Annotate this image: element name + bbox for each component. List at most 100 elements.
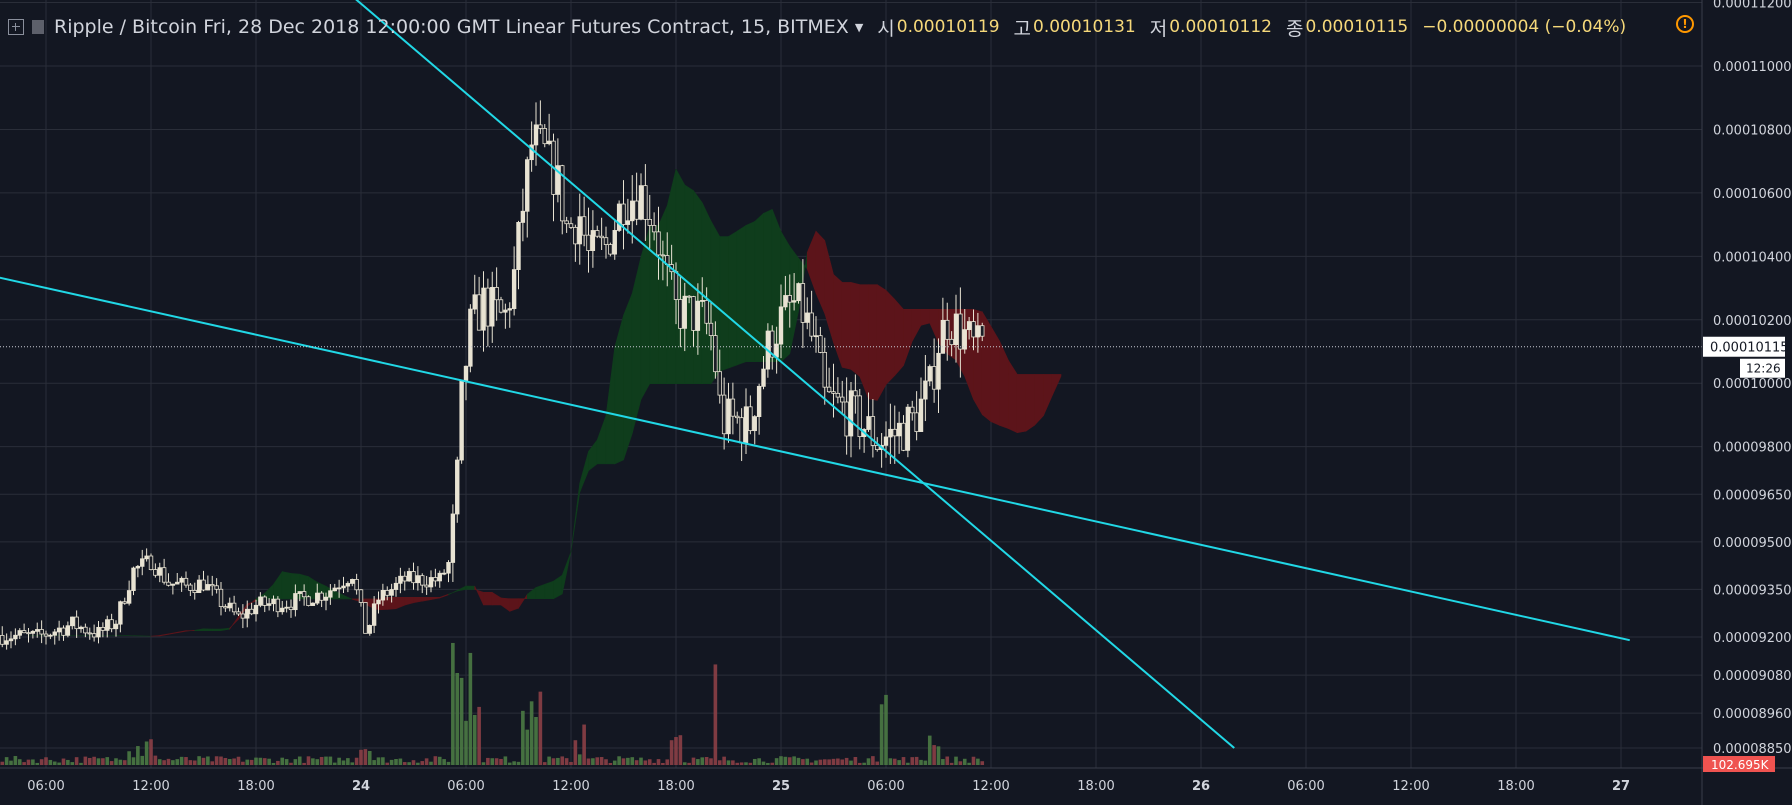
- volume-bar: [748, 762, 753, 765]
- volume-bar: [529, 701, 534, 765]
- y-tick-label: 0.00009350: [1713, 583, 1792, 598]
- volume-bar: [359, 749, 363, 765]
- volume-bar: [608, 762, 613, 765]
- chevron-down-icon[interactable]: ▼: [854, 20, 864, 34]
- cloud-segment-bullish: [736, 224, 747, 366]
- volume-bar: [923, 760, 928, 765]
- volume-bar: [516, 761, 521, 765]
- volume-bar: [262, 758, 267, 765]
- volume-bar: [927, 735, 932, 765]
- candle-body: [463, 365, 469, 381]
- candle-body: [415, 575, 421, 584]
- candle-body: [730, 398, 736, 417]
- compare-icon[interactable]: [32, 20, 44, 34]
- x-tick-label: 18:00: [1077, 779, 1114, 794]
- contract-info[interactable]: Linear Futures Contract, 15, BITMEX: [505, 16, 849, 38]
- volume-bar: [249, 759, 254, 765]
- candle-body: [940, 319, 946, 354]
- candle-body: [783, 295, 788, 308]
- volume-bar: [79, 762, 83, 765]
- candle-body: [704, 300, 709, 324]
- volume-bar: [661, 762, 665, 765]
- volume-bar: [48, 759, 53, 765]
- volume-bar: [717, 760, 722, 765]
- volume-bar: [945, 756, 950, 765]
- symbol-title[interactable]: Ripple / Bitcoin: [54, 16, 198, 38]
- candle-body: [472, 294, 477, 310]
- candle-body: [529, 144, 534, 161]
- candle-body: [945, 319, 950, 340]
- volume-bar: [385, 762, 390, 765]
- y-tick-label: 0.00009200: [1713, 631, 1792, 646]
- candle-body: [118, 601, 123, 625]
- volume-bar: [591, 758, 595, 765]
- candle-body: [713, 335, 718, 373]
- close-value: 0.00010115: [1305, 17, 1409, 37]
- volume-bar: [455, 673, 460, 765]
- volume-bar: [451, 642, 455, 765]
- candle-body: [113, 623, 119, 630]
- candle-body: [708, 322, 714, 337]
- candle-body: [953, 313, 959, 346]
- candle-body: [450, 513, 456, 563]
- volume-bar: [735, 762, 740, 765]
- candle-body: [253, 604, 259, 615]
- warning-icon[interactable]: !: [1676, 15, 1694, 33]
- volume-bar: [433, 756, 438, 765]
- close-label: 종: [1285, 17, 1304, 40]
- candle-body: [800, 283, 806, 323]
- volume-bar: [381, 757, 385, 765]
- x-tick-label: 18:00: [657, 779, 694, 794]
- y-tick-label: 0.00011000: [1713, 60, 1792, 75]
- candle-body: [875, 445, 880, 450]
- y-tick-label: 0.00009080: [1713, 669, 1792, 684]
- volume-badge-label: 102.695K: [1711, 758, 1770, 772]
- x-tick-label: 12:00: [972, 779, 1009, 794]
- volume-bar: [801, 759, 805, 765]
- candle-body: [673, 271, 679, 300]
- expand-icon[interactable]: [8, 19, 24, 35]
- candle-body: [805, 312, 810, 323]
- candle-body: [949, 338, 954, 346]
- cloud-segment-bullish: [623, 293, 633, 461]
- candle-body: [109, 619, 114, 630]
- volume-bar: [39, 759, 44, 765]
- candle-body: [835, 392, 841, 398]
- volume-bar: [271, 762, 276, 765]
- trendline-1[interactable]: [0, 263, 1630, 642]
- volume-bar: [306, 756, 311, 765]
- cloud-segment-bearish: [1016, 374, 1027, 434]
- candle-body: [564, 220, 569, 225]
- candle-body: [599, 235, 604, 239]
- volume-bar: [446, 761, 451, 765]
- x-tick-label: 26: [1192, 779, 1210, 794]
- volume-bar: [267, 758, 271, 765]
- volume-bar: [971, 756, 976, 765]
- candle-body: [341, 585, 346, 589]
- volume-bar: [709, 758, 713, 765]
- candle-body: [328, 590, 333, 598]
- volume-bar: [551, 758, 556, 765]
- volume-bar: [442, 759, 446, 765]
- candle-body: [603, 237, 609, 245]
- cloud-segment-bullish: [211, 628, 222, 631]
- candle-body: [411, 571, 416, 584]
- candle-body: [210, 584, 215, 587]
- volume-bar: [958, 761, 963, 765]
- volume-bar: [696, 759, 700, 765]
- volume-bar: [411, 760, 416, 765]
- volume-bar: [328, 756, 333, 765]
- volume-bar: [787, 757, 792, 765]
- cloud-segment-bearish: [1051, 374, 1062, 396]
- y-tick-label: 0.00011200: [1713, 0, 1792, 12]
- volume-bar: [184, 757, 188, 765]
- candle-body: [476, 294, 482, 331]
- candle-body: [271, 598, 276, 605]
- volume-bar: [74, 757, 79, 765]
- candle-body: [258, 596, 263, 606]
- candle-body: [936, 352, 941, 390]
- candle-body: [822, 351, 827, 388]
- trendline-2[interactable]: [352, 0, 1235, 749]
